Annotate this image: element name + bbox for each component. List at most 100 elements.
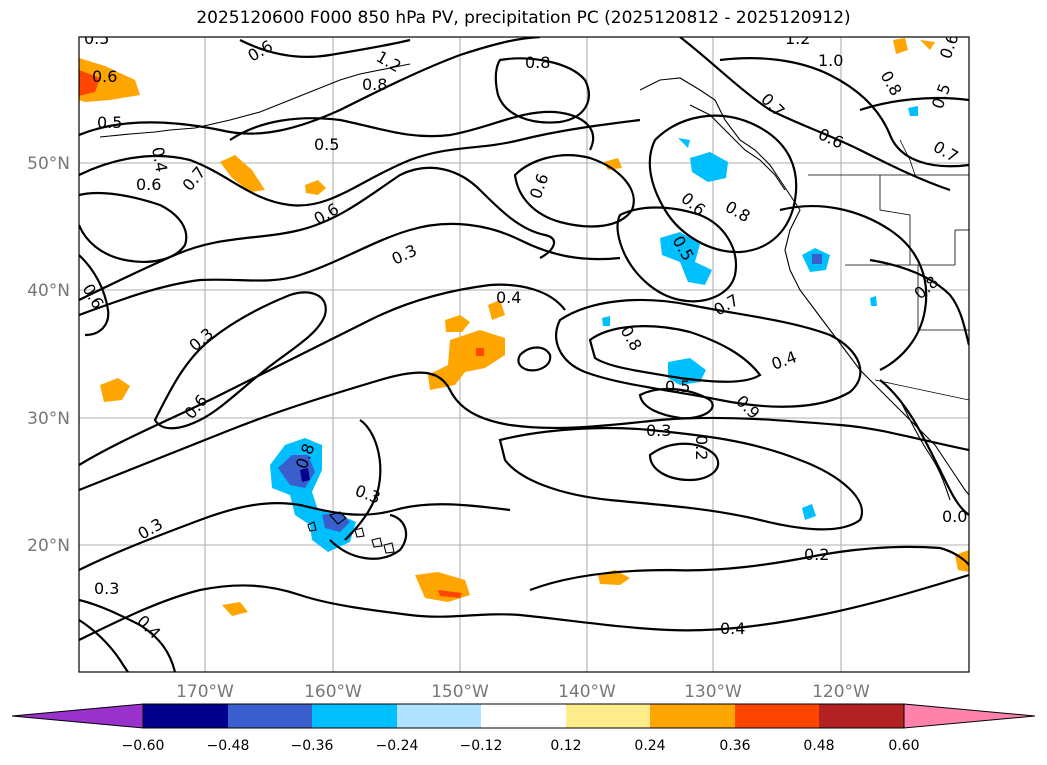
contour-label: 0.4 <box>720 619 745 638</box>
colorbar-swatch <box>228 704 312 728</box>
contour-label: 0.4 <box>496 288 521 307</box>
coastline <box>99 63 411 138</box>
lon-label: 140°W <box>558 682 616 702</box>
contour-label: 0.3 <box>94 579 119 598</box>
precip-negative <box>660 232 712 285</box>
contour-line <box>79 37 541 137</box>
colorbar-tick: 0.12 <box>550 738 581 754</box>
contour-label: 0.8 <box>525 53 550 72</box>
precip-positive <box>222 602 248 616</box>
precip-negative-core <box>812 254 822 264</box>
state-border <box>879 175 911 265</box>
precip-positive <box>893 38 908 54</box>
lon-label: 130°W <box>684 682 742 702</box>
longitude-labels: 170°W 160°W 150°W 140°W 130°W 120°W <box>176 682 870 702</box>
colorbar-extend-max <box>903 703 1036 729</box>
colorbar-tick: −0.48 <box>207 738 250 754</box>
colorbar-tick: 0.36 <box>719 738 750 754</box>
lat-label: 30°N <box>27 409 70 429</box>
coastlines <box>99 63 969 554</box>
colorbar-swatch <box>566 704 650 728</box>
lon-label: 170°W <box>176 682 234 702</box>
contour-line <box>517 346 552 372</box>
contour-line <box>79 619 129 672</box>
contour-line <box>229 110 595 151</box>
island <box>354 527 365 538</box>
island <box>329 511 347 525</box>
contour-line <box>329 513 408 560</box>
precip-positive-core <box>438 590 462 598</box>
colorbar-tick: −0.60 <box>122 738 165 754</box>
contour-line <box>79 222 621 317</box>
contour-label: 0.5 <box>314 135 339 154</box>
precip-positive-core <box>476 348 484 356</box>
contour-label: 0.6 <box>136 175 161 194</box>
precip-negative-dark <box>300 468 310 482</box>
island <box>307 521 317 532</box>
contour-line <box>859 96 969 112</box>
precip-positive <box>428 330 505 390</box>
contour-line <box>79 254 110 337</box>
contour-line <box>79 502 511 571</box>
contour-line <box>79 598 177 672</box>
coastline <box>689 104 786 191</box>
precip-negative <box>690 152 728 182</box>
lat-label: 20°N <box>27 536 70 556</box>
precip-positive <box>305 180 326 195</box>
contour-line <box>679 37 951 192</box>
contour-line <box>588 325 762 383</box>
contour-label: 0.8 <box>362 75 387 94</box>
colorbar-swatch <box>312 704 397 728</box>
colorbar-tick: 0.60 <box>888 738 919 754</box>
colorbar-swatch <box>650 704 735 728</box>
colorbar-swatch <box>735 704 819 728</box>
precip-positive <box>100 378 130 402</box>
island <box>371 537 383 548</box>
precip-negative <box>802 504 816 520</box>
contour-line <box>79 573 969 641</box>
precip-positive <box>488 300 505 320</box>
precip-negative <box>908 106 918 116</box>
colorbar-tick: 0.24 <box>634 738 665 754</box>
precip-negative <box>870 296 877 306</box>
contour-label: 0.5 <box>97 113 122 132</box>
contour-line <box>555 298 862 408</box>
contour-label: 0.5 <box>665 377 690 396</box>
colorbar-swatch <box>397 704 481 728</box>
contour-label: 0.2 <box>804 545 829 564</box>
colorbar-tick: −0.12 <box>460 738 503 754</box>
colorbar-tick: 0.48 <box>803 738 834 754</box>
contour-line <box>638 387 714 420</box>
contour-line <box>494 57 590 124</box>
state-border <box>917 265 969 331</box>
contour-line <box>498 426 863 531</box>
precip-negative <box>678 138 690 148</box>
map-area <box>79 37 969 672</box>
contour-label: 0.5 <box>84 29 109 48</box>
colorbar-swatch <box>481 704 566 728</box>
contour-label: 0.4 <box>148 145 171 173</box>
contour-line <box>879 379 969 516</box>
contour-line <box>648 442 720 482</box>
contour-line <box>616 206 738 303</box>
contour-label: 0.2 <box>692 435 711 460</box>
contour-line <box>648 114 798 254</box>
precip-positive <box>920 40 935 50</box>
coastline <box>639 77 969 496</box>
precipitation-shading <box>79 38 969 616</box>
contour-line <box>719 57 969 168</box>
contour-line <box>153 291 327 430</box>
lat-label: 40°N <box>27 281 70 301</box>
colorbar-extend-min <box>11 703 144 729</box>
pv-contours <box>79 37 969 672</box>
precip-positive <box>220 155 265 192</box>
colorbar-swatch <box>143 704 228 728</box>
contour-label: 1.0 <box>818 51 843 70</box>
lon-label: 160°W <box>304 682 362 702</box>
lat-label: 50°N <box>27 154 70 174</box>
lon-label: 150°W <box>431 682 489 702</box>
map-title: 2025120600 F000 850 hPa PV, precipitatio… <box>196 8 851 28</box>
precip-positive <box>445 315 470 332</box>
map-frame <box>78 36 970 673</box>
state-border <box>899 139 916 176</box>
